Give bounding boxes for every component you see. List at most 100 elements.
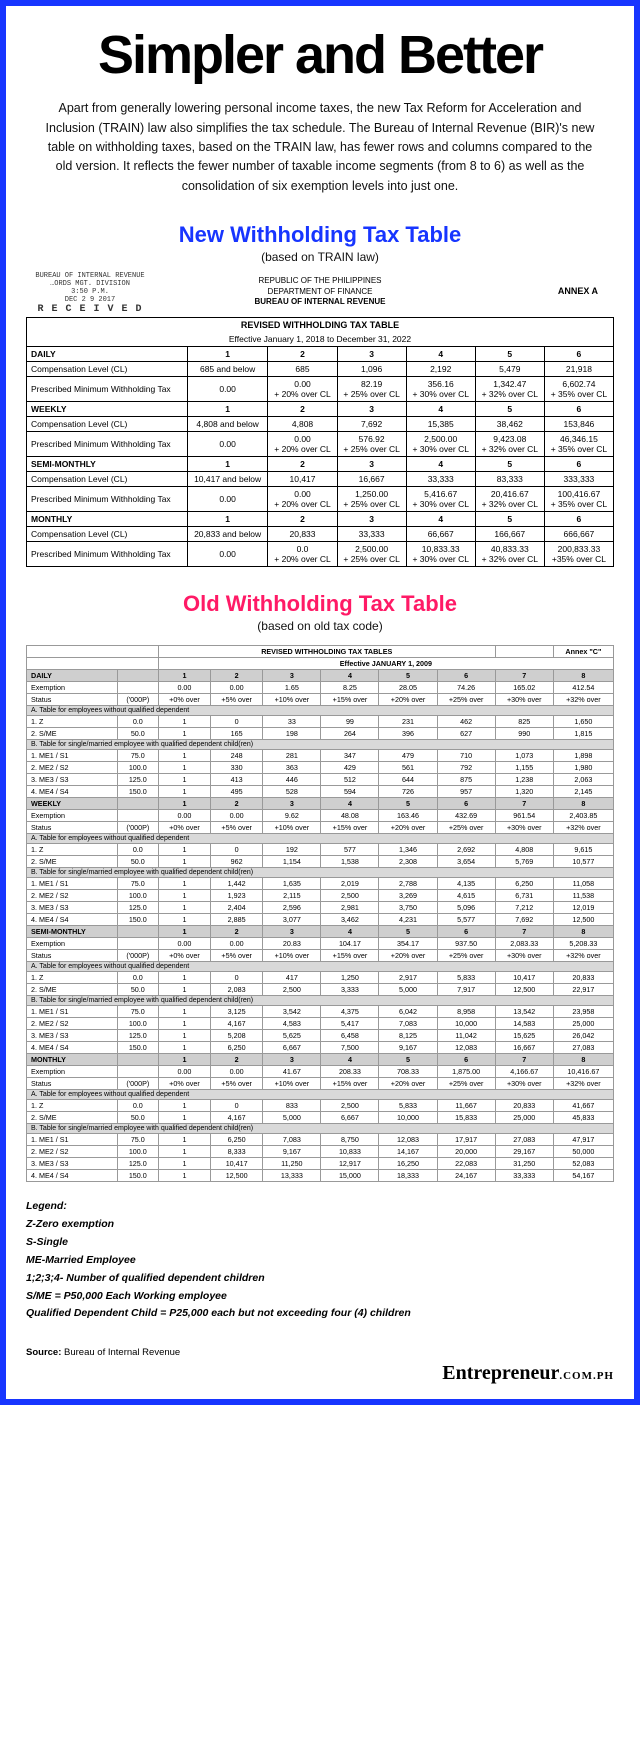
table-cell: 2,063	[553, 774, 613, 786]
table-cell: 0.00	[158, 938, 210, 950]
table-cell: 4	[406, 402, 475, 417]
table-cell: 4,166.67	[495, 1066, 553, 1078]
table-cell: 150.0	[117, 914, 158, 926]
table-cell: 18,333	[379, 1170, 437, 1182]
table-cell: 792	[437, 762, 495, 774]
table-cell: 4,808	[495, 844, 553, 856]
table-cell: 2	[211, 670, 263, 682]
table-cell: 6	[437, 798, 495, 810]
table-cell: 479	[379, 750, 437, 762]
table-cell: +30% over	[495, 950, 553, 962]
table-cell: 11,538	[553, 890, 613, 902]
table-cell: 3	[337, 347, 406, 362]
table-cell: 1	[158, 914, 210, 926]
table-cell: 0.00	[158, 1066, 210, 1078]
table-cell: 25,000	[553, 1018, 613, 1030]
table-cell: 10,000	[379, 1112, 437, 1124]
table-cell: 2,145	[553, 786, 613, 798]
table-cell: 52,083	[553, 1158, 613, 1170]
table-cell: +15% over	[321, 822, 379, 834]
table-cell	[117, 1066, 158, 1078]
table-cell: Exemption	[27, 810, 118, 822]
table-cell: 6	[544, 402, 613, 417]
table-cell: 2. ME2 / S2	[27, 890, 118, 902]
source-line: Source: Bureau of Internal Revenue	[26, 1347, 614, 1358]
table-cell: 363	[263, 762, 321, 774]
table-cell: 75.0	[117, 1006, 158, 1018]
table-cell: 75.0	[117, 878, 158, 890]
table-cell: 6,250	[211, 1042, 263, 1054]
table-cell: 31,250	[495, 1158, 553, 1170]
table-cell: 957	[437, 786, 495, 798]
table-cell: 5,208.33	[553, 938, 613, 950]
table-cell: +5% over	[211, 950, 263, 962]
table-cell: 8,333	[211, 1146, 263, 1158]
legend-item: S/ME = P50,000 Each Working employee	[26, 1288, 614, 1306]
table-cell: +20% over	[379, 1078, 437, 1090]
table-cell: 281	[263, 750, 321, 762]
table-cell: 446	[263, 774, 321, 786]
table-cell: 576.92+ 25% over CL	[337, 432, 406, 457]
table-cell: A. Table for employees without qualified…	[27, 706, 614, 716]
table-cell: 11,250	[263, 1158, 321, 1170]
table-cell: 20,000	[437, 1146, 495, 1158]
table-cell: 8,750	[321, 1134, 379, 1146]
table-cell: 6,458	[321, 1030, 379, 1042]
table-cell: 1,250.00+ 25% over CL	[337, 487, 406, 512]
table-cell: 2,917	[379, 972, 437, 984]
table-cell: 0.0+ 20% over CL	[268, 542, 337, 567]
table-cell: +15% over	[321, 694, 379, 706]
table-cell: 74.26	[437, 682, 495, 694]
table-cell: 163.46	[379, 810, 437, 822]
table-cell: 1,650	[553, 716, 613, 728]
table-cell: 125.0	[117, 1158, 158, 1170]
table-cell: DAILY	[27, 347, 188, 362]
table-cell: 726	[379, 786, 437, 798]
table-cell: Exemption	[27, 938, 118, 950]
table-cell: 83,333	[475, 472, 544, 487]
table-cell: 27,083	[553, 1042, 613, 1054]
table-cell	[117, 926, 158, 938]
table-cell: 0.00	[211, 938, 263, 950]
table-cell	[117, 670, 158, 682]
table-cell: 644	[379, 774, 437, 786]
table-cell: 3	[263, 798, 321, 810]
old-withholding-table: REVISED WITHHOLDING TAX TABLESAnnex "C"E…	[26, 645, 614, 1182]
table-cell: 0	[211, 844, 263, 856]
table-cell: 10,577	[553, 856, 613, 868]
table-cell: +20% over	[379, 950, 437, 962]
table-cell: 26,042	[553, 1030, 613, 1042]
table-cell: 6,250	[495, 878, 553, 890]
table-cell: 4	[321, 670, 379, 682]
table-cell: 5	[379, 1054, 437, 1066]
table-cell	[117, 1054, 158, 1066]
table-cell: 8	[553, 798, 613, 810]
legend-item: S-Single	[26, 1234, 614, 1252]
table-cell: 6,250	[211, 1134, 263, 1146]
table-cell: 4. ME4 / S4	[27, 1170, 118, 1182]
brand-logo: Entrepreneur.COM.PH	[442, 1362, 614, 1385]
table-cell: 1	[158, 1170, 210, 1182]
table-cell: 1,815	[553, 728, 613, 740]
table-cell: 710	[437, 750, 495, 762]
table-cell	[27, 658, 159, 670]
table-cell: +0% over	[158, 950, 210, 962]
table-cell: B. Table for single/married employee wit…	[27, 868, 614, 878]
table-cell: 5,479	[475, 362, 544, 377]
table-cell: 24,167	[437, 1170, 495, 1182]
table-cell: 417	[263, 972, 321, 984]
table-cell: Effective January 1, 2018 to December 31…	[27, 332, 614, 347]
table-cell: 264	[321, 728, 379, 740]
table-cell: 1	[187, 402, 268, 417]
table-cell: 50.0	[117, 984, 158, 996]
table-cell: 3	[263, 1054, 321, 1066]
table-cell: 3,125	[211, 1006, 263, 1018]
table-cell: 2	[268, 402, 337, 417]
table-cell: 6,731	[495, 890, 553, 902]
table-cell: 3	[337, 512, 406, 527]
table-cell: 5	[475, 512, 544, 527]
table-cell: Compensation Level (CL)	[27, 527, 188, 542]
table-cell: 825	[495, 716, 553, 728]
table-cell: 2,083.33	[495, 938, 553, 950]
old-table-document: REVISED WITHHOLDING TAX TABLESAnnex "C"E…	[26, 645, 614, 1323]
